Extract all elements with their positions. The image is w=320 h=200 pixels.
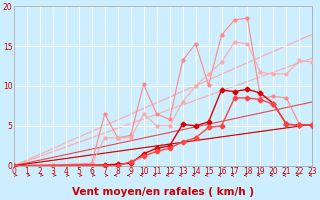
X-axis label: Vent moyen/en rafales ( km/h ): Vent moyen/en rafales ( km/h ) [72,187,254,197]
